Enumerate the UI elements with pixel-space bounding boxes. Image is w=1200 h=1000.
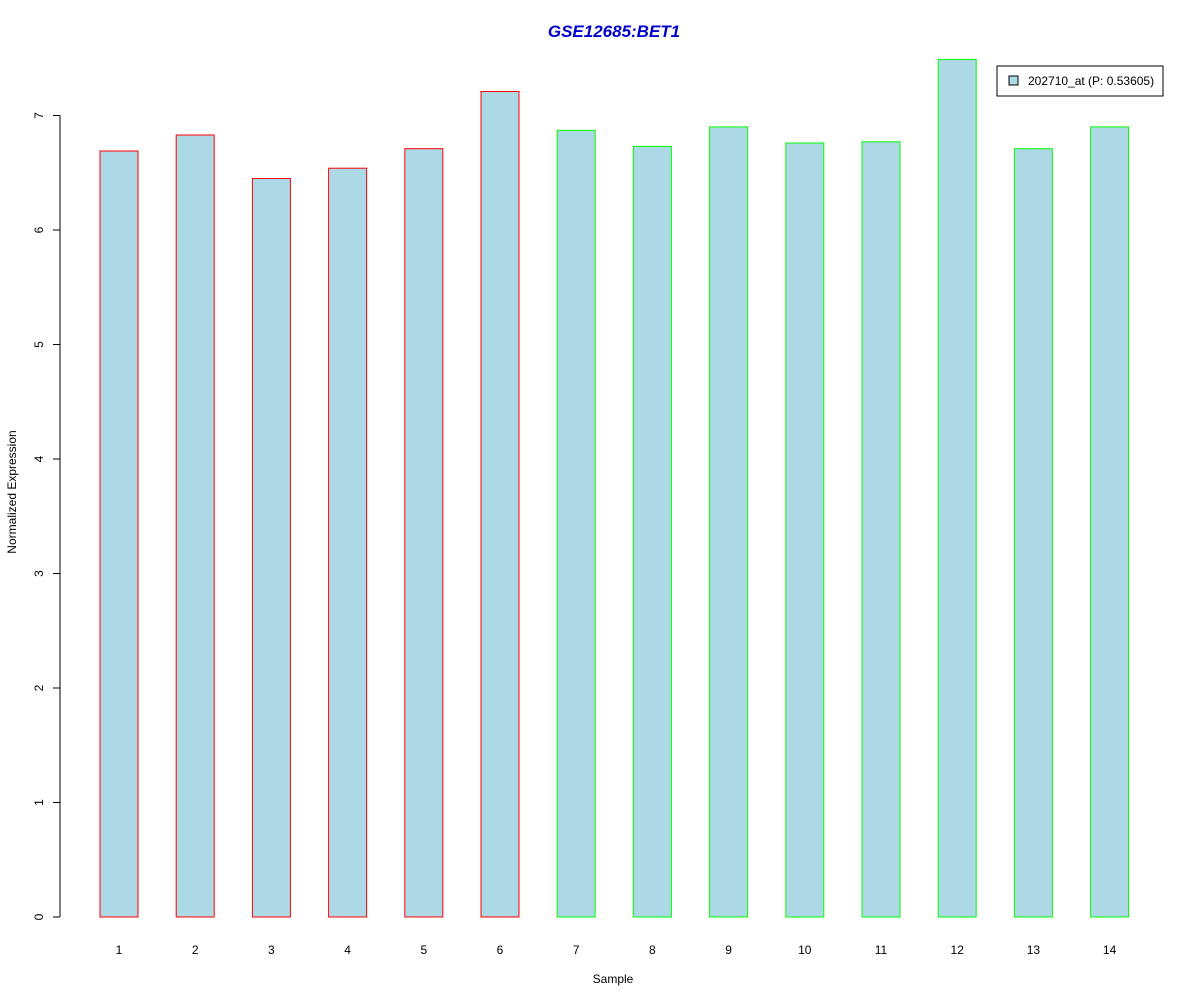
x-tick-label: 9 — [725, 943, 732, 957]
y-axis-title: Normalized Expression — [5, 430, 19, 553]
y-tick-label: 0 — [32, 913, 46, 920]
x-tick-label: 2 — [192, 943, 199, 957]
x-tick-label: 4 — [344, 943, 351, 957]
y-tick-label: 6 — [32, 226, 46, 233]
y-tick-label: 7 — [32, 112, 46, 119]
x-tick-label: 5 — [420, 943, 427, 957]
y-tick-label: 3 — [32, 570, 46, 577]
bar-sample-5 — [404, 148, 444, 918]
bar-sample-13 — [1013, 148, 1053, 918]
legend-label: 202710_at (P: 0.53605) — [1028, 74, 1154, 88]
bar-sample-9 — [709, 126, 749, 918]
x-tick-label: 12 — [951, 943, 965, 957]
chart-title: GSE12685:BET1 — [548, 22, 680, 41]
x-tick-label: 11 — [875, 943, 888, 957]
x-tick-label: 14 — [1103, 943, 1117, 957]
x-tick-label: 1 — [116, 943, 123, 957]
bar-sample-6 — [480, 91, 520, 918]
x-tick-labels: 1 2 3 4 5 6 7 8 9 10 11 12 13 14 — [116, 943, 1117, 957]
bar-sample-8 — [632, 145, 672, 918]
bar-sample-1 — [99, 150, 139, 918]
bars-group — [99, 58, 1130, 918]
bar-sample-14 — [1090, 126, 1130, 918]
x-tick-label: 10 — [798, 943, 812, 957]
y-axis: 0 1 2 3 4 5 6 7 — [32, 112, 61, 920]
bar-sample-7 — [556, 129, 596, 918]
bar-sample-3 — [251, 178, 291, 918]
y-tick-label: 5 — [32, 341, 46, 348]
bar-sample-11 — [861, 141, 901, 918]
y-tick-label: 4 — [32, 455, 46, 462]
x-tick-label: 6 — [497, 943, 504, 957]
bar-sample-2 — [175, 134, 215, 918]
x-tick-label: 7 — [573, 943, 580, 957]
y-tick-label: 2 — [32, 684, 46, 691]
legend: 202710_at (P: 0.53605) — [996, 65, 1164, 97]
x-tick-label: 13 — [1027, 943, 1041, 957]
bar-sample-12 — [937, 58, 977, 918]
bar-sample-10 — [785, 142, 825, 918]
x-tick-label: 3 — [268, 943, 275, 957]
x-tick-label: 8 — [649, 943, 656, 957]
legend-box — [996, 65, 1164, 97]
x-axis-title: Sample — [593, 972, 634, 986]
legend-swatch — [1008, 75, 1019, 86]
bar-sample-4 — [328, 167, 368, 918]
y-tick-label: 1 — [32, 799, 46, 806]
